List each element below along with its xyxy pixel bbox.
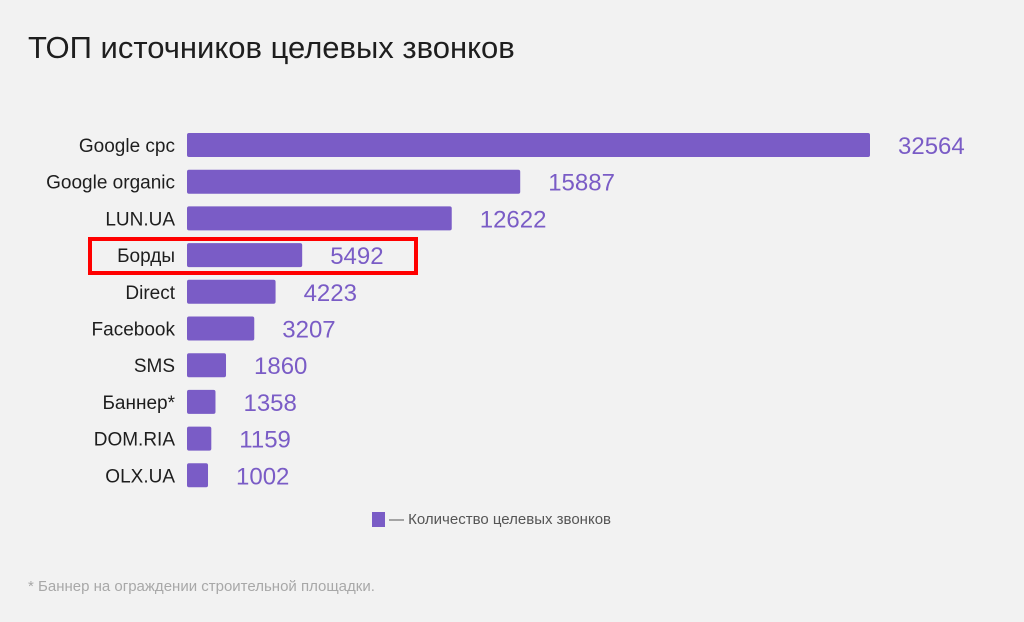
category-label: Google organic [46,173,175,194]
value-label: 1860 [254,353,307,380]
category-label: Facebook [92,320,176,341]
bar [187,206,452,231]
value-label: 4223 [304,280,357,307]
value-label: 1159 [239,427,291,454]
bar-chart: Google cpc 32564 Google organic 15887 LUN.UA… [46,133,965,490]
category-label: DOM.RIA [94,430,176,451]
value-label: 1358 [243,390,296,417]
chart-title: ТОП источников целевых звонков [28,30,515,65]
bar [187,133,870,157]
bar [187,463,209,488]
category-label: OLX.UA [105,466,175,487]
value-label: 15887 [548,170,615,197]
category-label: Google cpc [79,136,175,157]
category-label: Борды [117,246,175,267]
category-label: Баннер* [102,393,175,414]
bar [187,389,216,414]
value-label: 5492 [330,243,383,270]
value-label: 1002 [236,463,289,490]
value-label: 3207 [282,317,335,344]
legend-swatch [372,512,385,527]
highlight-box [88,237,418,275]
value-label: 32564 [898,133,965,160]
footnote: * Баннер на ограждении строительной площ… [28,578,375,595]
bar [187,169,521,194]
category-label: LUN.UA [105,209,175,230]
category-label: SMS [134,356,175,377]
bar [187,353,227,378]
legend: — Количество целевых звонков [372,511,611,528]
bar [187,316,255,341]
category-label: Direct [125,283,175,304]
legend-label: — Количество целевых звонков [389,511,612,528]
bar [187,243,303,268]
bar [187,426,212,451]
bar [187,279,276,304]
value-label: 12622 [480,206,547,233]
